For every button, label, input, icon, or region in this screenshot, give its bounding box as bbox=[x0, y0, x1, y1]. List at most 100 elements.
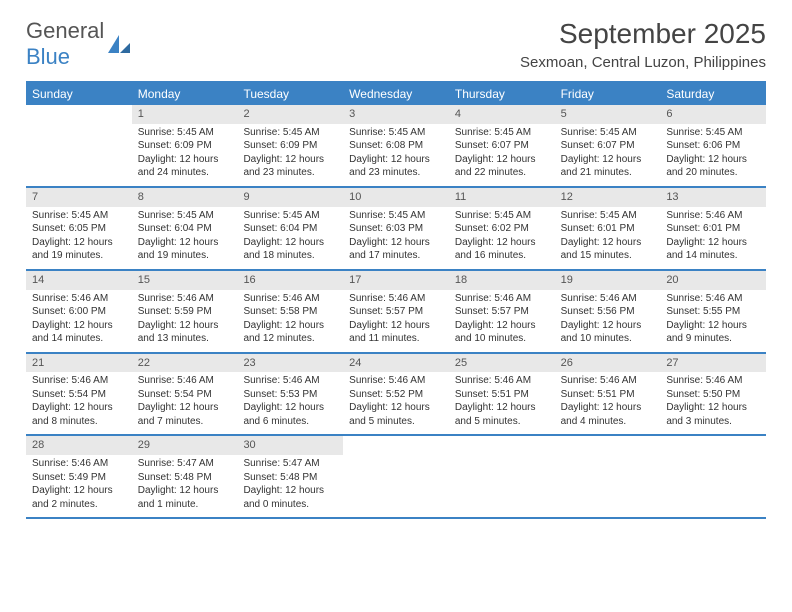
day-of-week-header: SundayMondayTuesdayWednesdayThursdayFrid… bbox=[26, 83, 766, 105]
day-content: Sunrise: 5:46 AMSunset: 5:52 PMDaylight:… bbox=[343, 372, 449, 434]
day-cell: 8Sunrise: 5:45 AMSunset: 6:04 PMDaylight… bbox=[132, 188, 238, 269]
day-cell: 14Sunrise: 5:46 AMSunset: 6:00 PMDayligh… bbox=[26, 271, 132, 352]
day-line: Daylight: 12 hours bbox=[561, 236, 655, 250]
dow-cell: Tuesday bbox=[237, 83, 343, 105]
day-number: 15 bbox=[132, 271, 238, 290]
day-cell: 3Sunrise: 5:45 AMSunset: 6:08 PMDaylight… bbox=[343, 105, 449, 186]
location-subtitle: Sexmoan, Central Luzon, Philippines bbox=[520, 54, 766, 71]
day-cell: 30Sunrise: 5:47 AMSunset: 5:48 PMDayligh… bbox=[237, 436, 343, 517]
day-content: Sunrise: 5:45 AMSunset: 6:02 PMDaylight:… bbox=[449, 207, 555, 269]
day-content: Sunrise: 5:46 AMSunset: 6:01 PMDaylight:… bbox=[660, 207, 766, 269]
day-content: Sunrise: 5:45 AMSunset: 6:03 PMDaylight:… bbox=[343, 207, 449, 269]
day-line: and 8 minutes. bbox=[32, 415, 126, 429]
day-line: Daylight: 12 hours bbox=[243, 484, 337, 498]
day-content: Sunrise: 5:46 AMSunset: 5:51 PMDaylight:… bbox=[449, 372, 555, 434]
day-line: Sunrise: 5:45 AM bbox=[455, 126, 549, 140]
dow-cell: Thursday bbox=[449, 83, 555, 105]
day-number: 29 bbox=[132, 436, 238, 455]
day-line: Sunrise: 5:46 AM bbox=[561, 374, 655, 388]
day-content: Sunrise: 5:45 AMSunset: 6:07 PMDaylight:… bbox=[449, 124, 555, 186]
day-line: Sunrise: 5:46 AM bbox=[243, 292, 337, 306]
day-line: Daylight: 12 hours bbox=[243, 319, 337, 333]
day-content: Sunrise: 5:45 AMSunset: 6:09 PMDaylight:… bbox=[132, 124, 238, 186]
dow-cell: Saturday bbox=[660, 83, 766, 105]
day-number: 22 bbox=[132, 354, 238, 373]
day-line: Daylight: 12 hours bbox=[138, 319, 232, 333]
day-line: Sunset: 6:01 PM bbox=[666, 222, 760, 236]
day-line: and 4 minutes. bbox=[561, 415, 655, 429]
week-row: 7Sunrise: 5:45 AMSunset: 6:05 PMDaylight… bbox=[26, 188, 766, 271]
day-line: Daylight: 12 hours bbox=[138, 153, 232, 167]
day-line: and 20 minutes. bbox=[666, 166, 760, 180]
day-number: 20 bbox=[660, 271, 766, 290]
logo-sail-icon bbox=[108, 35, 130, 53]
day-line: Sunrise: 5:47 AM bbox=[243, 457, 337, 471]
day-number: 9 bbox=[237, 188, 343, 207]
day-line: Sunrise: 5:46 AM bbox=[32, 457, 126, 471]
day-number: 10 bbox=[343, 188, 449, 207]
day-cell: 10Sunrise: 5:45 AMSunset: 6:03 PMDayligh… bbox=[343, 188, 449, 269]
day-cell: 15Sunrise: 5:46 AMSunset: 5:59 PMDayligh… bbox=[132, 271, 238, 352]
day-line: Daylight: 12 hours bbox=[455, 236, 549, 250]
day-content: Sunrise: 5:46 AMSunset: 5:54 PMDaylight:… bbox=[26, 372, 132, 434]
day-line: and 24 minutes. bbox=[138, 166, 232, 180]
page-title: September 2025 bbox=[520, 18, 766, 50]
day-content: Sunrise: 5:45 AMSunset: 6:07 PMDaylight:… bbox=[555, 124, 661, 186]
day-content: Sunrise: 5:46 AMSunset: 5:59 PMDaylight:… bbox=[132, 290, 238, 352]
day-line: Daylight: 12 hours bbox=[32, 484, 126, 498]
week-row: 14Sunrise: 5:46 AMSunset: 6:00 PMDayligh… bbox=[26, 271, 766, 354]
day-line: Daylight: 12 hours bbox=[243, 153, 337, 167]
day-number: 30 bbox=[237, 436, 343, 455]
day-cell: 17Sunrise: 5:46 AMSunset: 5:57 PMDayligh… bbox=[343, 271, 449, 352]
day-line: Daylight: 12 hours bbox=[455, 153, 549, 167]
day-cell bbox=[449, 436, 555, 517]
day-cell: 1Sunrise: 5:45 AMSunset: 6:09 PMDaylight… bbox=[132, 105, 238, 186]
week-row: 21Sunrise: 5:46 AMSunset: 5:54 PMDayligh… bbox=[26, 354, 766, 437]
day-line: Daylight: 12 hours bbox=[138, 236, 232, 250]
day-number: 1 bbox=[132, 105, 238, 124]
day-line: Sunset: 6:09 PM bbox=[243, 139, 337, 153]
day-line: and 21 minutes. bbox=[561, 166, 655, 180]
day-line: and 7 minutes. bbox=[138, 415, 232, 429]
day-line: Daylight: 12 hours bbox=[349, 236, 443, 250]
day-line: Sunset: 6:02 PM bbox=[455, 222, 549, 236]
day-line: Sunrise: 5:46 AM bbox=[561, 292, 655, 306]
dow-cell: Monday bbox=[132, 83, 238, 105]
day-number: 5 bbox=[555, 105, 661, 124]
day-number: 25 bbox=[449, 354, 555, 373]
day-line: and 11 minutes. bbox=[349, 332, 443, 346]
day-cell: 24Sunrise: 5:46 AMSunset: 5:52 PMDayligh… bbox=[343, 354, 449, 435]
day-line: Sunrise: 5:45 AM bbox=[243, 209, 337, 223]
day-line: Sunset: 5:51 PM bbox=[561, 388, 655, 402]
day-cell bbox=[26, 105, 132, 186]
day-line: Sunrise: 5:45 AM bbox=[32, 209, 126, 223]
day-line: and 2 minutes. bbox=[32, 498, 126, 512]
day-line: Sunrise: 5:46 AM bbox=[32, 374, 126, 388]
day-line: Sunset: 5:55 PM bbox=[666, 305, 760, 319]
day-content: Sunrise: 5:45 AMSunset: 6:08 PMDaylight:… bbox=[343, 124, 449, 186]
day-number: 28 bbox=[26, 436, 132, 455]
day-line: Sunrise: 5:46 AM bbox=[138, 374, 232, 388]
day-cell: 22Sunrise: 5:46 AMSunset: 5:54 PMDayligh… bbox=[132, 354, 238, 435]
day-content: Sunrise: 5:46 AMSunset: 5:56 PMDaylight:… bbox=[555, 290, 661, 352]
title-block: September 2025 Sexmoan, Central Luzon, P… bbox=[520, 18, 766, 71]
day-line: and 5 minutes. bbox=[455, 415, 549, 429]
logo-text-2: Blue bbox=[26, 44, 70, 69]
dow-cell: Wednesday bbox=[343, 83, 449, 105]
day-line: Daylight: 12 hours bbox=[455, 401, 549, 415]
day-number: 6 bbox=[660, 105, 766, 124]
week-row: 28Sunrise: 5:46 AMSunset: 5:49 PMDayligh… bbox=[26, 436, 766, 519]
day-content: Sunrise: 5:46 AMSunset: 5:54 PMDaylight:… bbox=[132, 372, 238, 434]
day-content: Sunrise: 5:46 AMSunset: 5:57 PMDaylight:… bbox=[343, 290, 449, 352]
day-cell: 19Sunrise: 5:46 AMSunset: 5:56 PMDayligh… bbox=[555, 271, 661, 352]
day-cell: 28Sunrise: 5:46 AMSunset: 5:49 PMDayligh… bbox=[26, 436, 132, 517]
day-line: Sunset: 6:03 PM bbox=[349, 222, 443, 236]
day-line: Sunset: 5:51 PM bbox=[455, 388, 549, 402]
day-line: Daylight: 12 hours bbox=[32, 236, 126, 250]
day-content: Sunrise: 5:46 AMSunset: 5:57 PMDaylight:… bbox=[449, 290, 555, 352]
day-line: and 6 minutes. bbox=[243, 415, 337, 429]
day-line: and 10 minutes. bbox=[455, 332, 549, 346]
day-number: 2 bbox=[237, 105, 343, 124]
day-number: 7 bbox=[26, 188, 132, 207]
day-line: Sunset: 5:48 PM bbox=[138, 471, 232, 485]
